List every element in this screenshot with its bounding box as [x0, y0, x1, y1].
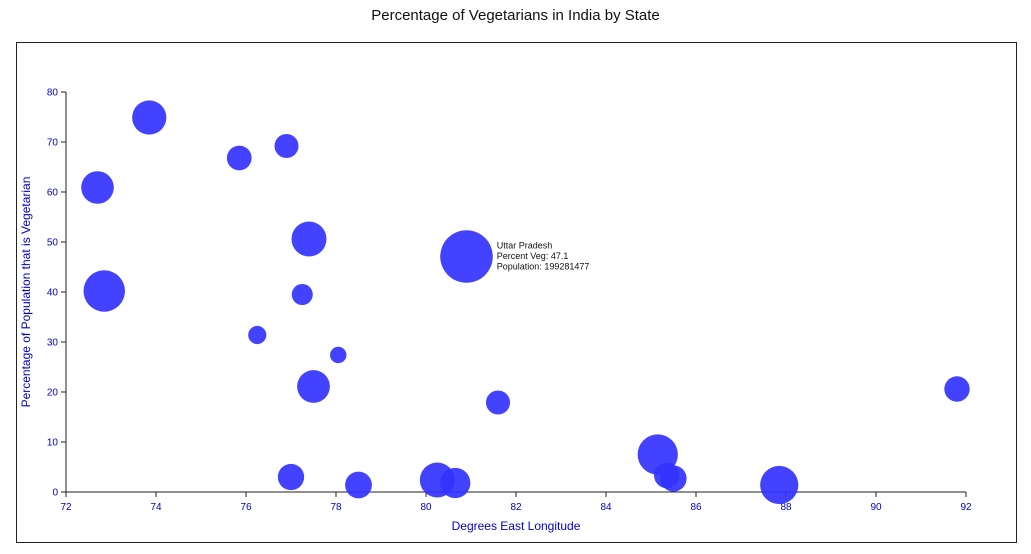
tooltip-name: Uttar Pradesh [497, 241, 553, 251]
x-tick-label: 74 [150, 502, 162, 513]
data-point[interactable] [291, 221, 327, 257]
data-point[interactable] [291, 283, 313, 306]
x-tick-label: 76 [240, 502, 252, 513]
x-tick-label: 88 [780, 502, 792, 513]
x-tick-label: 78 [330, 502, 342, 513]
x-tick-label: 86 [690, 502, 702, 513]
data-point[interactable] [760, 465, 799, 505]
data-point[interactable] [944, 376, 970, 402]
y-tick-label: 20 [47, 388, 59, 399]
data-point[interactable] [440, 467, 471, 499]
data-point[interactable] [248, 325, 267, 345]
data-point[interactable] [297, 370, 330, 403]
chart-title: Percentage of Vegetarians in India by St… [371, 7, 660, 24]
x-tick-label: 82 [510, 502, 522, 513]
x-ticks: 72 74 76 78 80 82 84 86 88 90 92 [60, 492, 972, 513]
data-point[interactable] [330, 346, 347, 364]
y-ticks: 0 10 20 30 40 50 60 70 80 [47, 88, 66, 499]
x-tick-label: 80 [420, 502, 432, 513]
tooltip-population: Population: 199281477 [497, 262, 590, 272]
axes [65, 92, 966, 493]
y-tick-label: 0 [52, 488, 58, 499]
data-points [81, 100, 970, 505]
data-point[interactable] [226, 145, 252, 171]
y-tick-label: 60 [47, 188, 59, 199]
data-point[interactable] [83, 270, 125, 312]
y-tick-label: 30 [47, 338, 59, 349]
y-tick-label: 70 [47, 138, 59, 149]
x-tick-label: 72 [60, 502, 72, 513]
y-axis-title: Percentage of Population that is Vegetar… [19, 177, 33, 408]
x-tick-label: 84 [600, 502, 612, 513]
data-point-uttar-pradesh[interactable] [440, 230, 493, 283]
y-tick-label: 80 [47, 88, 59, 99]
x-tick-label: 90 [870, 502, 882, 513]
data-point[interactable] [345, 471, 372, 499]
tooltip-percent-veg: Percent Veg: 47.1 [497, 251, 569, 261]
tooltip: Uttar Pradesh Percent Veg: 47.1 Populati… [497, 241, 590, 272]
data-point[interactable] [660, 465, 687, 492]
y-tick-label: 40 [47, 288, 59, 299]
data-point[interactable] [485, 390, 511, 415]
y-tick-label: 10 [47, 438, 59, 449]
x-tick-label: 92 [960, 502, 972, 513]
y-tick-label: 50 [47, 238, 59, 249]
data-point[interactable] [132, 100, 167, 135]
data-point[interactable] [274, 134, 299, 158]
x-axis-title: Degrees East Longitude [452, 519, 581, 533]
data-point[interactable] [277, 463, 305, 491]
data-point[interactable] [81, 171, 114, 204]
chart-frame [16, 42, 1017, 543]
